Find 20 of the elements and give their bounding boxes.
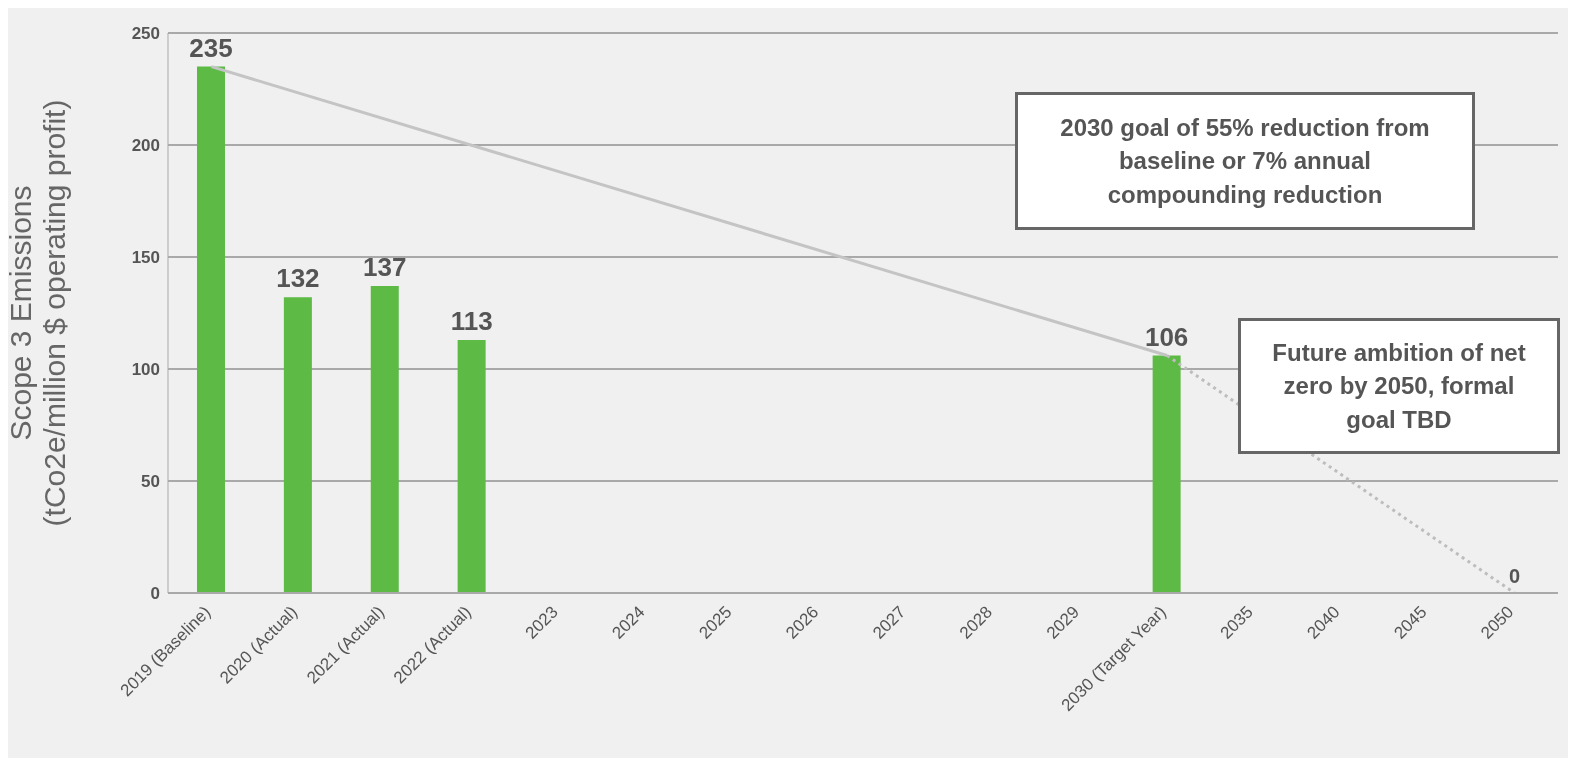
data-label: 132 [276, 263, 320, 294]
data-label: 106 [1144, 321, 1189, 352]
bar [370, 286, 399, 593]
bar [457, 339, 486, 593]
data-label: 113 [450, 305, 493, 336]
y-axis-title: Scope 3 Emissions (tCo2e/million $ operating profit) [4, 99, 71, 527]
y-tick-label: 50 [141, 472, 160, 492]
data-label: 0 [1509, 565, 1521, 587]
data-label: 137 [363, 252, 407, 283]
y-tick-label: 0 [150, 584, 160, 604]
data-label: 235 [189, 32, 233, 63]
bar [197, 66, 225, 593]
note-box: 2030 goal of 55% reduction from baseline or 7% annual compounding reduction [1015, 92, 1475, 230]
y-tick-label: 100 [131, 360, 160, 380]
y-tick-label: 250 [131, 24, 160, 44]
note-box: Future ambition of net zero by 2050, formal goal TBD [1238, 318, 1560, 454]
y-tick-label: 200 [131, 136, 160, 156]
y-tick-label: 150 [131, 248, 160, 268]
bar [1152, 355, 1181, 593]
bar [283, 297, 312, 593]
